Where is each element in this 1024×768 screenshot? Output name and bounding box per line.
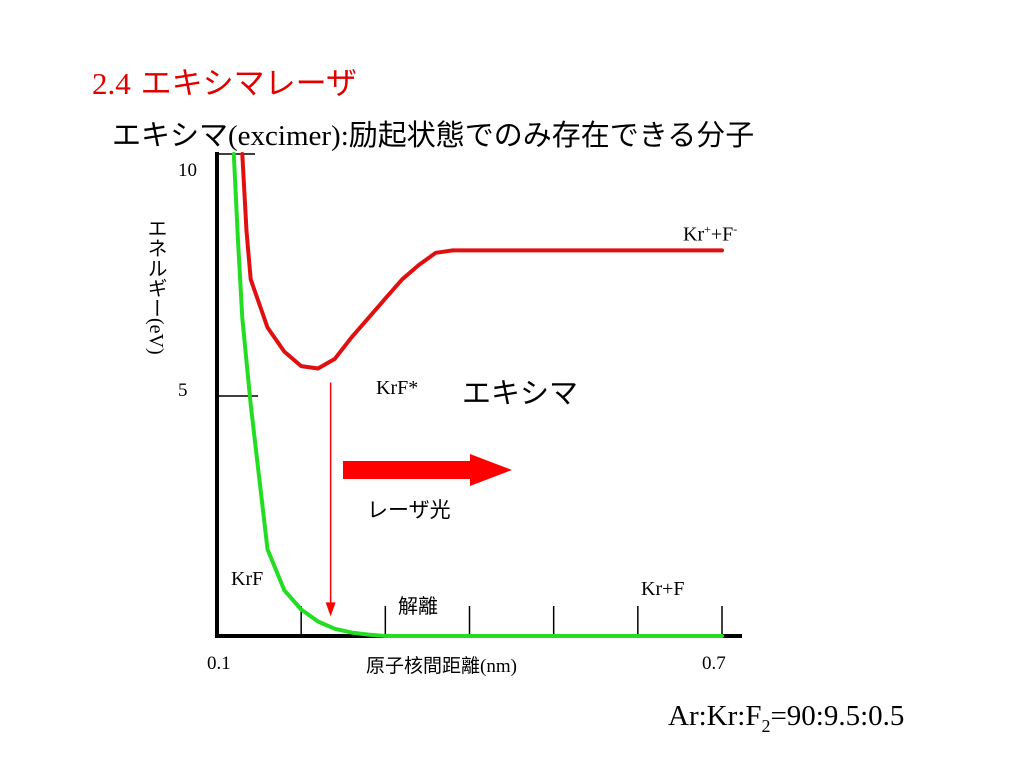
x-tick-marks [300,606,723,636]
label-minus-superscript: - [733,222,738,236]
upper-asymptote-label: Kr++F- [683,222,737,247]
label-kr: Kr [683,223,705,246]
ratio-tail: =90:9.5:0.5 [770,700,905,732]
ground-state-label: KrF [231,568,264,590]
y-tick-label-5: 5 [178,380,188,401]
laser-arrow-body [343,461,473,479]
label-plus-superscript: + [704,222,711,236]
laser-light-arrow [343,454,512,486]
title-text: エキシマレーザ [140,66,357,102]
x-tick-label-0-1: 0.1 [207,653,231,674]
subtitle-colon: : [340,120,349,152]
ratio-subscript: 2 [761,715,771,736]
title-number: 2.4 [92,66,131,101]
x-axis-label-main: 原子核間距離 [366,655,481,677]
gas-mixture-ratio: Ar:Kr:F2=90:9.5:0.5 [668,700,904,737]
slide-title: 2.4 エキシマレーザ [92,58,357,103]
transition-arrowhead [325,602,336,617]
laser-arrow-head [470,454,512,486]
subtitle-prefix: エキシマ [112,118,229,152]
subtitle-text: 励起状態でのみ存在できる分子 [348,118,755,152]
y-axis-label-main: エネルギー [144,218,168,318]
x-axis-label-unit: (nm) [480,656,517,677]
y-axis-label-unit: (eV) [145,318,167,355]
dissociation-label: 解離 [398,594,438,618]
x-tick-label-0-7: 0.7 [702,653,726,674]
series-line-krf-excited [240,152,724,371]
y-axis-label: エネルギー(eV) [142,218,171,355]
laser-light-label: レーザ光 [367,498,451,522]
slide-subtitle: エキシマ(excimer):励起状態でのみ存在できる分子 [112,112,754,154]
ground-asymptote-label: Kr+F [641,578,685,600]
x-axis-label: 原子核間距離(nm) [366,651,517,678]
series-line-krf-ground [231,152,724,638]
excited-state-label: KrF* [376,377,419,399]
label-plus-f: +F [710,223,734,246]
y-tick-label-10: 10 [178,160,197,181]
subtitle-paren: (excimer) [228,120,341,152]
excimer-label: エキシマ [462,376,579,410]
ratio-base: Ar:Kr:F [668,700,762,732]
